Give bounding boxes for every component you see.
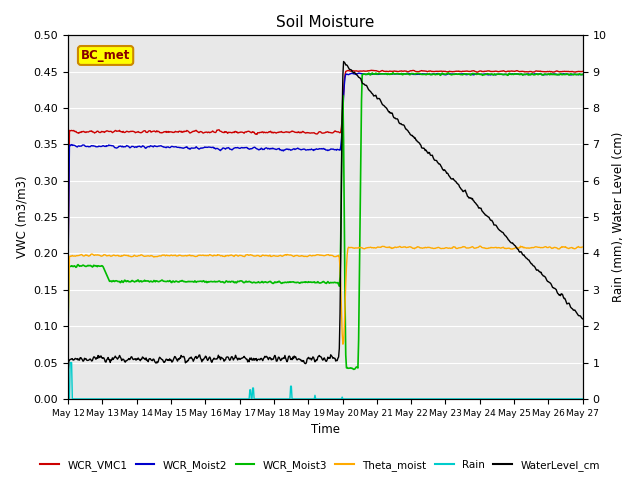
Title: Soil Moisture: Soil Moisture — [276, 15, 374, 30]
Y-axis label: Rain (mm), Water Level (cm): Rain (mm), Water Level (cm) — [612, 132, 625, 302]
Legend: WCR_VMC1, WCR_Moist2, WCR_Moist3, Theta_moist, Rain, WaterLevel_cm: WCR_VMC1, WCR_Moist2, WCR_Moist3, Theta_… — [36, 456, 604, 475]
Y-axis label: VWC (m3/m3): VWC (m3/m3) — [15, 176, 28, 258]
Text: BC_met: BC_met — [81, 49, 131, 62]
X-axis label: Time: Time — [311, 423, 340, 436]
